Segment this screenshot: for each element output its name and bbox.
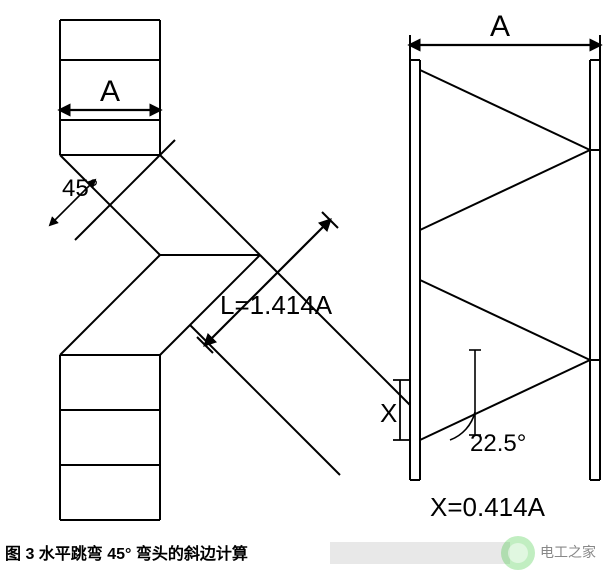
right-strip-drawing bbox=[393, 35, 600, 480]
label-X: X bbox=[380, 398, 397, 429]
label-A-left: A bbox=[100, 75, 120, 109]
watermark: 电工之家 bbox=[330, 536, 596, 570]
label-X-eq: X=0.414A bbox=[430, 492, 545, 523]
label-L-eq: L=1.414A bbox=[220, 290, 332, 321]
svg-text:电工之家: 电工之家 bbox=[540, 544, 596, 560]
label-45deg: 45° bbox=[62, 175, 98, 203]
label-A-right: A bbox=[490, 10, 510, 44]
label-22p5deg: 22.5° bbox=[470, 430, 526, 458]
figure-caption: 图 3 水平跳弯 45° 弯头的斜边计算 bbox=[5, 540, 248, 564]
diagram-svg: 电工之家 bbox=[0, 0, 615, 571]
diagram-stage: 电工之家 A 45° L=1.414A A X 22.5° X=0.414A 图… bbox=[0, 0, 615, 571]
